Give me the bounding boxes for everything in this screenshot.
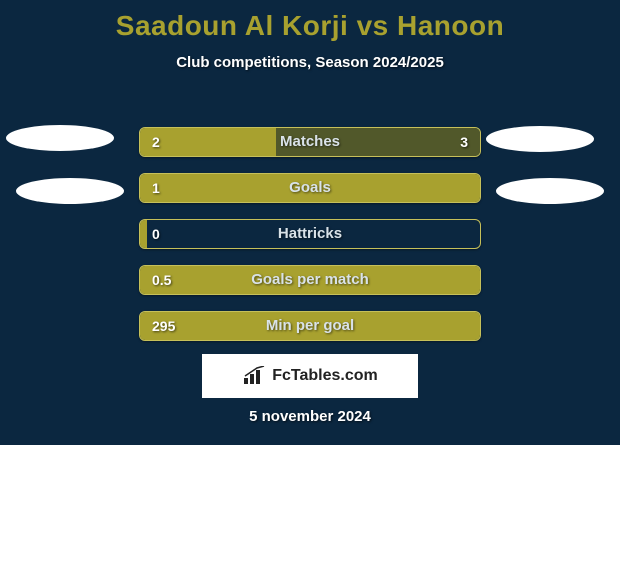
stat-bar-left — [140, 174, 480, 202]
date-text: 5 november 2024 — [0, 408, 620, 425]
stat-row: 0.5Goals per match — [0, 258, 620, 304]
stat-row: 23Matches — [0, 120, 620, 166]
stat-bar-left — [140, 312, 480, 340]
stat-value-right: 3 — [460, 120, 468, 164]
stat-value-left: 0.5 — [152, 258, 171, 302]
stat-rows: 23Matches1Goals0Hattricks0.5Goals per ma… — [0, 120, 620, 350]
comparison-card: Saadoun Al Korji vs Hanoon Club competit… — [0, 0, 620, 445]
stat-row: 1Goals — [0, 166, 620, 212]
stat-row: 0Hattricks — [0, 212, 620, 258]
stat-value-left: 0 — [152, 212, 160, 256]
stat-row: 295Min per goal — [0, 304, 620, 350]
stat-bar-left — [140, 266, 480, 294]
stat-value-left: 1 — [152, 166, 160, 210]
subtitle: Club competitions, Season 2024/2025 — [0, 54, 620, 71]
stat-bar-track — [139, 311, 481, 341]
branding-badge: FcTables.com — [202, 354, 418, 398]
stat-value-left: 2 — [152, 120, 160, 164]
stat-bar-track — [139, 219, 481, 249]
stat-bar-track — [139, 127, 481, 157]
page-title: Saadoun Al Korji vs Hanoon — [0, 0, 620, 42]
stat-bar-left — [140, 220, 147, 248]
stat-value-left: 295 — [152, 304, 175, 348]
stat-bar-track — [139, 173, 481, 203]
stat-bar-track — [139, 265, 481, 295]
stat-bar-left — [140, 128, 276, 156]
stat-bar-right — [276, 128, 480, 156]
chart-icon — [242, 366, 268, 386]
branding-text: FcTables.com — [272, 367, 378, 385]
